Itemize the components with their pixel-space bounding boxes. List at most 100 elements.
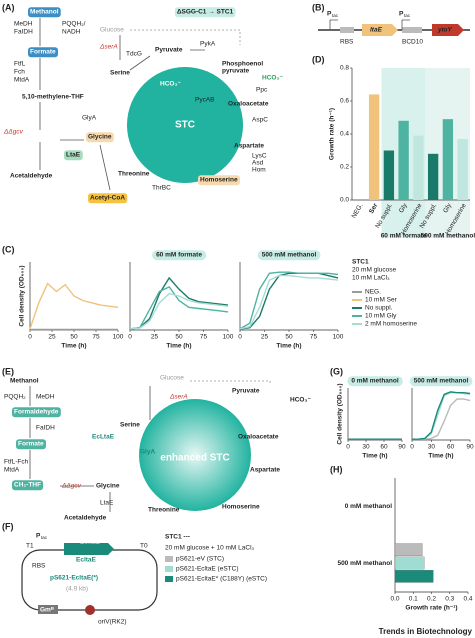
x-tick-label: 90 [398, 444, 406, 451]
diagram-label: Oxaloacetate [238, 434, 279, 441]
series-line [239, 272, 339, 330]
diagram-label: PQQH₂/ [62, 21, 86, 28]
diagram-label: Formaldehyde [14, 409, 59, 416]
diagram-label: PycAB [195, 97, 215, 104]
gm-marker [38, 605, 58, 614]
diagram-label: LtaE [100, 500, 114, 507]
label-box [88, 193, 128, 204]
diagram-label: FtfL-Fch [4, 459, 29, 466]
chart-title: 0 mM methanol [351, 378, 399, 385]
x-tick-label: 0 [410, 444, 414, 451]
diagram-label: Glycine [88, 134, 112, 141]
diagram-label: Asd [252, 160, 264, 167]
diagram-label: NADH [62, 29, 81, 36]
diagram-label: MtdA [4, 467, 20, 474]
diagram-label: GlyA [82, 115, 97, 122]
panel-label: (H) [330, 464, 343, 474]
diagram-label: Gmᴿ [40, 607, 54, 614]
label-box [12, 407, 61, 418]
x-tick-label: 75 [200, 334, 208, 341]
diagram-label: ΔΔgcv [61, 483, 82, 490]
diagram-label: ΔΔgcv [3, 129, 24, 136]
diagram-label: FaIDH [14, 29, 33, 36]
diagram-label: HCO₃⁻ [290, 397, 311, 404]
diagram-label: tac [332, 13, 339, 18]
x-tick-label: 0.4 [463, 596, 472, 603]
diagram-label: oriV(RK2) [98, 619, 127, 626]
oriv [85, 605, 95, 615]
x-tick-label: 50 [175, 334, 183, 341]
x-axis-label: Time (h) [362, 453, 387, 460]
label-box [64, 150, 83, 161]
bar [394, 543, 423, 556]
label-box [28, 7, 61, 18]
x-axis-label: Growth rate (h⁻¹) [405, 605, 457, 612]
label-box [86, 132, 114, 143]
yioy-gene [432, 24, 464, 36]
legend-label: NEG. [365, 289, 381, 296]
x-tick-label: 90 [466, 444, 474, 451]
diagram-label: LtaE [66, 152, 81, 159]
axis [347, 388, 402, 441]
label-box [28, 47, 59, 58]
glucose-arrow-e [190, 380, 271, 383]
x-tick-label: NEG. [351, 202, 365, 219]
chart-title: 60 mM formate [156, 252, 202, 259]
diagram-label: HCO₃⁻ [160, 81, 181, 88]
diagram-label: HCO₃⁻ [262, 75, 283, 82]
diagram-label: (A) [2, 2, 15, 12]
title-pill [257, 250, 321, 261]
label-box [16, 439, 47, 450]
group-label: 60 mM formate [381, 233, 427, 240]
legend-label: pS621-EcltaE (eSTC) [176, 566, 239, 573]
diagram-label: P [36, 533, 41, 540]
series-line [239, 274, 339, 330]
diagram-label: Glucose [100, 27, 124, 34]
rbs [340, 27, 354, 33]
y-axis-label: Growth rate (h⁻¹) [329, 108, 336, 160]
legend-header: STC1 [352, 259, 369, 266]
x-tick-label: 0.2 [427, 596, 436, 603]
stc-cycle [127, 67, 243, 183]
y-tick-label: 0 mM methanol [345, 503, 393, 510]
diagram-label: MtdA [14, 77, 30, 84]
x-axis-label: Time (h) [166, 343, 191, 350]
bar [394, 570, 434, 583]
diagram-label: Pyruvate [232, 388, 260, 395]
diagram-label: MeDH [14, 21, 33, 28]
chart-title: 500 mM methanol [414, 378, 469, 385]
diagram-label: Ppc [256, 87, 268, 94]
diagram-label: GlyA [140, 449, 155, 456]
x-tick-label: 0 [238, 334, 242, 341]
series-line [129, 276, 229, 330]
panel-label: (C) [2, 244, 15, 254]
diagram-label: LysC [252, 153, 267, 160]
legend-swatch [165, 566, 173, 572]
title-pill [347, 376, 403, 387]
diagram-label: P [399, 11, 404, 18]
x-tick-label: Gly [442, 202, 453, 215]
x-tick-label: Ser [368, 202, 380, 215]
diagram-label: STC [175, 120, 195, 131]
diagram-label: Homoserine [222, 504, 260, 511]
diagram-label: Aspartate [234, 143, 264, 150]
label-box [198, 175, 240, 186]
diagram-label: ThrBC [152, 185, 171, 192]
diagram-label: Serine [110, 70, 130, 77]
bar [398, 120, 409, 200]
diagram-label: AspC [252, 117, 268, 124]
diagram-label: T0 [140, 543, 148, 550]
diagram-label: T1 [26, 543, 34, 550]
diagram-label: TdcG [126, 51, 142, 58]
diagram-label: CH₂-THF [14, 482, 41, 489]
x-tick-label: 0.1 [409, 596, 418, 603]
diagram-label: (F) [2, 521, 14, 531]
diagram-label: Threonine [118, 171, 150, 178]
diagram-label: Acetaldehyde [10, 173, 53, 180]
diagram-label: ΔserA [169, 394, 188, 401]
diagram-label: FaIDH [36, 425, 55, 432]
diagram-label: EcLtaE [92, 434, 115, 441]
y-tick-label: 0.6 [340, 98, 349, 105]
legend-header: 10 mM LaCl₃ [352, 275, 390, 282]
